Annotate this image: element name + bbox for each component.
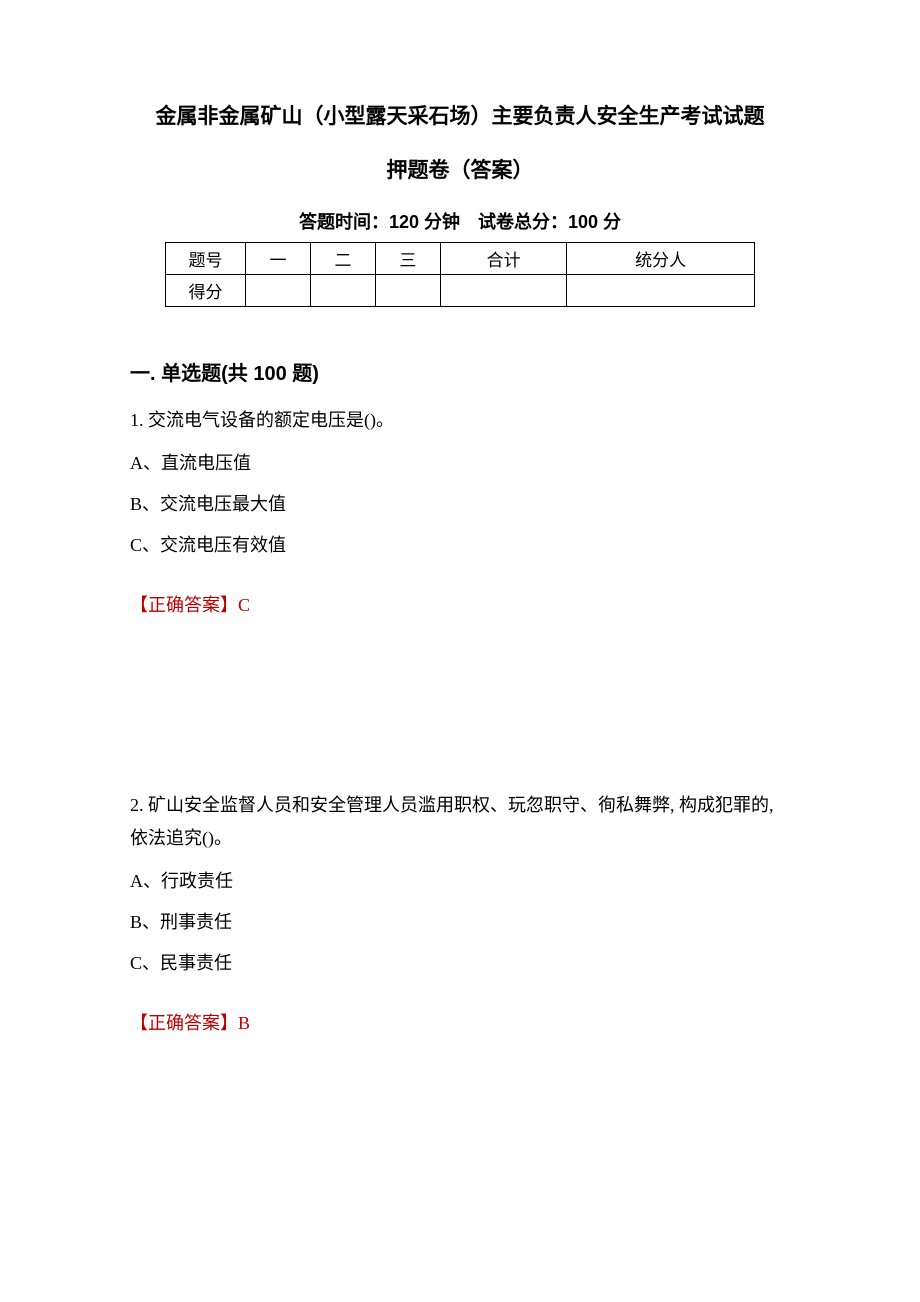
question-1: 1. 交流电气设备的额定电压是()。 A、直流电压值 B、交流电压最大值 C、交… — [130, 404, 790, 617]
option-c: C、交流电压有效值 — [130, 532, 790, 559]
table-cell-col-2: 二 — [310, 243, 375, 275]
table-row: 题号 一 二 三 合计 统分人 — [166, 243, 755, 275]
table-cell-col-total: 合计 — [440, 243, 566, 275]
section-heading: 一. 单选题(共 100 题) — [130, 357, 790, 386]
question-text: 2. 矿山安全监督人员和安全管理人员滥用职权、玩忽职守、徇私舞弊, 构成犯罪的,… — [130, 789, 790, 854]
question-2: 2. 矿山安全监督人员和安全管理人员滥用职权、玩忽职守、徇私舞弊, 构成犯罪的,… — [130, 789, 790, 1035]
table-cell-empty — [567, 275, 755, 307]
table-row: 得分 — [166, 275, 755, 307]
score-table: 题号 一 二 三 合计 统分人 得分 — [165, 242, 755, 307]
correct-answer: 【正确答案】B — [130, 1009, 790, 1035]
option-b: B、刑事责任 — [130, 909, 790, 936]
table-cell-col-1: 一 — [246, 243, 311, 275]
option-b: B、交流电压最大值 — [130, 491, 790, 518]
exam-timing-info: 答题时间：120 分钟 试卷总分：100 分 — [130, 208, 790, 234]
table-cell-header-label: 题号 — [166, 243, 246, 275]
document-title-line-1: 金属非金属矿山（小型露天采石场）主要负责人安全生产考试试题 — [130, 100, 790, 130]
table-cell-score-label: 得分 — [166, 275, 246, 307]
question-text: 1. 交流电气设备的额定电压是()。 — [130, 404, 790, 436]
table-cell-col-scorer: 统分人 — [567, 243, 755, 275]
option-a: A、行政责任 — [130, 868, 790, 895]
spacer — [130, 649, 790, 789]
table-cell-empty — [246, 275, 311, 307]
table-cell-empty — [440, 275, 566, 307]
option-a: A、直流电压值 — [130, 450, 790, 477]
correct-answer: 【正确答案】C — [130, 591, 790, 617]
option-c: C、民事责任 — [130, 950, 790, 977]
table-cell-empty — [375, 275, 440, 307]
table-cell-empty — [310, 275, 375, 307]
table-cell-col-3: 三 — [375, 243, 440, 275]
document-title-line-2: 押题卷（答案） — [130, 154, 790, 184]
